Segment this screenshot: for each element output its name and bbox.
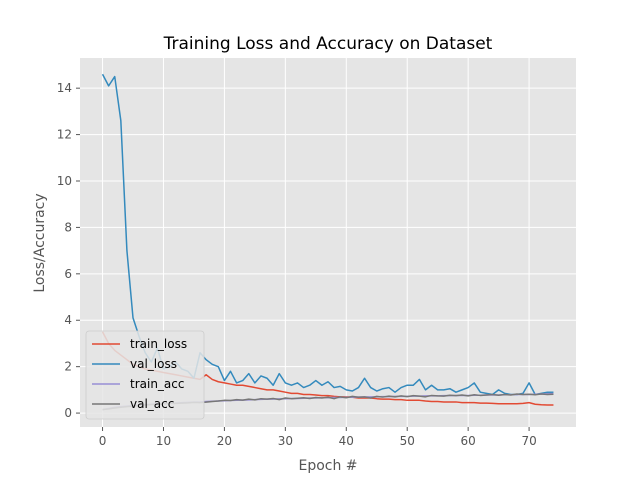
y-tick-label: 10 [57, 174, 72, 188]
x-tick-label: 70 [521, 434, 536, 448]
legend-label-train-loss: train_loss [130, 337, 187, 351]
chart-title: Training Loss and Accuracy on Dataset [163, 34, 493, 54]
x-tick-label: 40 [339, 434, 354, 448]
x-tick-label: 0 [99, 434, 107, 448]
y-tick-label: 14 [57, 81, 72, 95]
x-tick-label: 20 [217, 434, 232, 448]
x-tick-label: 50 [400, 434, 415, 448]
x-tick-label: 60 [461, 434, 476, 448]
y-tick-label: 0 [64, 406, 72, 420]
x-axis-ticks: 0 10 20 30 40 50 60 70 [99, 427, 537, 448]
x-tick-label: 30 [278, 434, 293, 448]
y-axis-label: Loss/Accuracy [32, 193, 48, 292]
x-tick-label: 10 [156, 434, 171, 448]
y-tick-label: 4 [64, 313, 72, 327]
legend-box [85, 330, 205, 420]
y-axis-ticks: 0 2 4 6 8 10 12 14 [57, 81, 80, 420]
legend: train_loss val_loss train_acc val_acc [85, 330, 205, 420]
legend-label-val-loss: val_loss [130, 357, 177, 371]
y-tick-label: 12 [57, 128, 72, 142]
y-tick-label: 2 [64, 360, 72, 374]
y-tick-label: 8 [64, 220, 72, 234]
legend-label-train-acc: train_acc [130, 377, 184, 391]
y-tick-label: 6 [64, 267, 72, 281]
x-axis-label: Epoch # [298, 458, 357, 474]
legend-label-val-acc: val_acc [130, 397, 174, 411]
